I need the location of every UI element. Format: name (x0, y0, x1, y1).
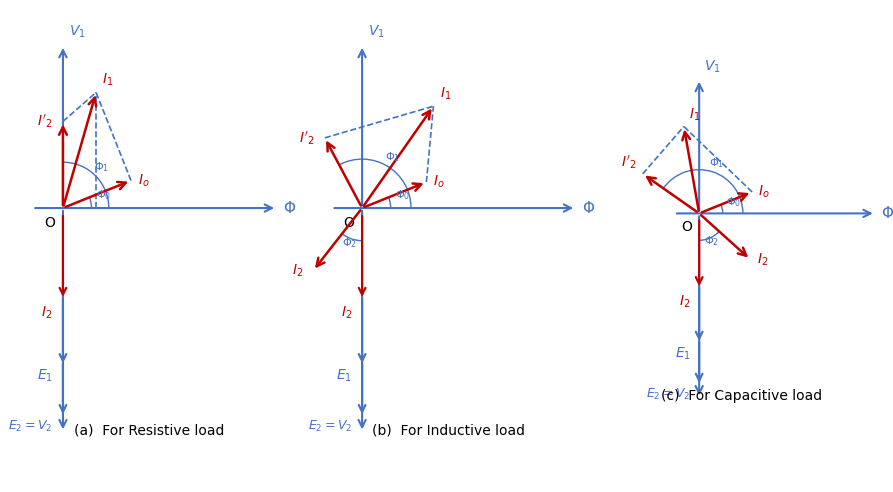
Text: O: O (44, 216, 54, 230)
Text: $V_1$: $V_1$ (705, 59, 721, 75)
Text: $V_1$: $V_1$ (368, 24, 385, 40)
Text: $I'_2$: $I'_2$ (621, 153, 636, 171)
Text: (b)  For Inductive load: (b) For Inductive load (372, 423, 525, 437)
Text: $\Phi$: $\Phi$ (283, 200, 296, 216)
Text: $E_2 = V_2$: $E_2 = V_2$ (8, 419, 53, 434)
Text: $\Phi_1$: $\Phi_1$ (709, 156, 724, 170)
Text: $\Phi_2$: $\Phi_2$ (342, 236, 357, 249)
Text: $I'_2$: $I'_2$ (38, 113, 53, 130)
Text: $I_2$: $I_2$ (41, 305, 53, 321)
Text: $\Phi$: $\Phi$ (880, 205, 893, 221)
Text: $E_1$: $E_1$ (336, 368, 352, 384)
Text: $\Phi_2$: $\Phi_2$ (705, 234, 720, 248)
Text: $\Phi_0$: $\Phi_0$ (395, 188, 411, 202)
Text: $\Phi_1$: $\Phi_1$ (94, 160, 109, 174)
Text: $I_2$: $I_2$ (680, 293, 691, 309)
Text: $I_o$: $I_o$ (758, 184, 770, 200)
Text: $E_2 = V_2$: $E_2 = V_2$ (307, 419, 352, 434)
Text: $I_1$: $I_1$ (102, 72, 113, 89)
Text: $I_2$: $I_2$ (340, 305, 352, 321)
Text: $E_2 = V_2$: $E_2 = V_2$ (647, 387, 691, 402)
Text: (a)  For Resistive load: (a) For Resistive load (74, 423, 225, 437)
Text: $\Phi_0$: $\Phi_0$ (726, 195, 741, 209)
Text: $\Phi_0$: $\Phi_0$ (96, 188, 112, 202)
Text: $I_2$: $I_2$ (757, 251, 768, 268)
Text: $E_1$: $E_1$ (675, 345, 691, 362)
Text: O: O (681, 220, 692, 234)
Text: $\Phi_1$: $\Phi_1$ (385, 151, 400, 164)
Text: O: O (343, 216, 354, 230)
Text: $\Phi$: $\Phi$ (582, 200, 596, 216)
Text: $I_2$: $I_2$ (292, 263, 303, 279)
Text: $I'_2$: $I'_2$ (299, 129, 314, 147)
Text: (c)  For Capacitive load: (c) For Capacitive load (661, 389, 822, 402)
Text: $V_1$: $V_1$ (69, 24, 86, 40)
Text: $I_1$: $I_1$ (439, 86, 451, 102)
Text: $I_o$: $I_o$ (138, 172, 150, 189)
Text: $I_o$: $I_o$ (433, 174, 445, 190)
Text: $I_1$: $I_1$ (689, 107, 700, 123)
Text: $E_1$: $E_1$ (37, 368, 53, 384)
